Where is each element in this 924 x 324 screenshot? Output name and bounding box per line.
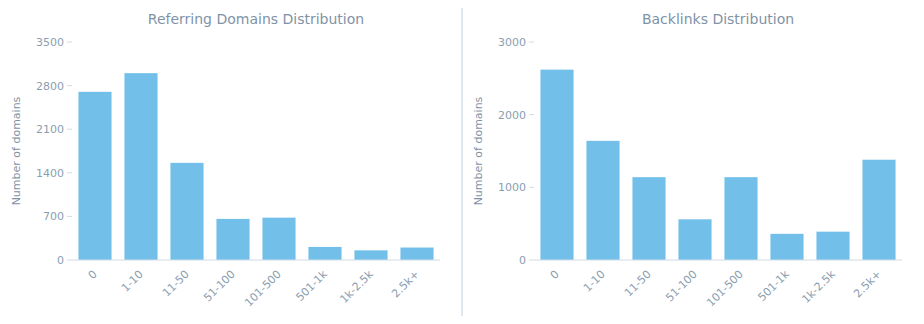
chart-root: Referring Domains Distribution Number of … (0, 0, 924, 324)
bar (354, 250, 387, 260)
x-tick-label: 101-500 (242, 268, 284, 310)
x-tick-label: 2.5k+ (389, 268, 422, 301)
y-tick (529, 187, 534, 188)
chart-title: Referring Domains Distribution (148, 11, 364, 27)
bar (816, 232, 849, 260)
bar (678, 219, 711, 260)
bar (862, 160, 895, 260)
bar (262, 218, 295, 260)
y-tick (529, 42, 534, 43)
x-tick-label: 51-100 (663, 268, 700, 305)
bar (308, 247, 341, 260)
x-tick-label: 11-50 (622, 268, 654, 300)
x-tick-label: 501-1k (294, 267, 331, 304)
x-tick-label: 1-10 (119, 268, 146, 295)
chart-svg: Referring Domains Distribution Number of … (0, 0, 924, 324)
y-tick (529, 260, 534, 261)
panel: Referring Domains Distribution Number of … (10, 11, 440, 309)
x-tick-label: 2.5k+ (851, 268, 884, 301)
x-axis-line (534, 260, 902, 261)
x-tick-label: 11-50 (160, 268, 192, 300)
y-tick-label: 2800 (36, 80, 64, 93)
bars (540, 70, 895, 260)
background (0, 0, 924, 324)
x-tick-label: 1-10 (581, 268, 608, 295)
y-tick (67, 216, 72, 217)
x-tick-label: 1k-2.5k (338, 267, 377, 306)
y-axis-label: Number of domains (10, 96, 23, 205)
y-tick-label: 3000 (498, 36, 526, 49)
bar (540, 70, 573, 260)
y-tick-label: 2000 (498, 109, 526, 122)
y-tick-label: 1400 (36, 167, 64, 180)
bar (632, 177, 665, 260)
x-tick-label: 51-100 (201, 268, 238, 305)
y-tick (67, 85, 72, 86)
y-axis-label: Number of domains (472, 96, 485, 205)
x-tick-label: 0 (548, 268, 562, 282)
bar (400, 248, 433, 260)
chart-title: Backlinks Distribution (642, 11, 794, 27)
y-tick (67, 172, 72, 173)
y-tick-label: 2100 (36, 123, 64, 136)
y-tick (67, 129, 72, 130)
x-axis-line (72, 260, 440, 261)
y-tick (67, 42, 72, 43)
y-tick (529, 114, 534, 115)
x-tick-label: 1k-2.5k (800, 267, 839, 306)
panel: Backlinks Distribution Number of domains 0… (472, 11, 902, 309)
y-tick-label: 1000 (498, 181, 526, 194)
bars (78, 73, 433, 260)
y-tick-label: 3500 (36, 36, 64, 49)
bar (586, 141, 619, 260)
y-tick (67, 260, 72, 261)
bar (78, 92, 111, 260)
x-tick-label: 501-1k (756, 267, 793, 304)
bar (124, 73, 157, 260)
x-tick-label: 101-500 (704, 268, 746, 310)
y-tick-label: 700 (43, 210, 64, 223)
bar (770, 234, 803, 260)
bar (216, 219, 249, 260)
x-tick-label: 0 (86, 268, 100, 282)
bar (170, 163, 203, 260)
divider (461, 8, 463, 316)
bar (724, 177, 757, 260)
y-tick-label: 0 (519, 254, 526, 267)
y-tick-label: 0 (57, 254, 64, 267)
